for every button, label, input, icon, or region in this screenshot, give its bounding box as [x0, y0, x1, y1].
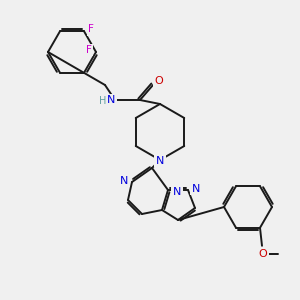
Text: N: N [120, 176, 128, 186]
Text: F: F [88, 24, 94, 34]
Text: N: N [107, 95, 115, 105]
Text: F: F [86, 45, 92, 55]
Text: O: O [154, 76, 164, 86]
Text: N: N [156, 156, 164, 166]
Text: H: H [99, 96, 107, 106]
Text: N: N [173, 187, 181, 197]
Text: N: N [192, 184, 200, 194]
Text: O: O [259, 249, 267, 259]
